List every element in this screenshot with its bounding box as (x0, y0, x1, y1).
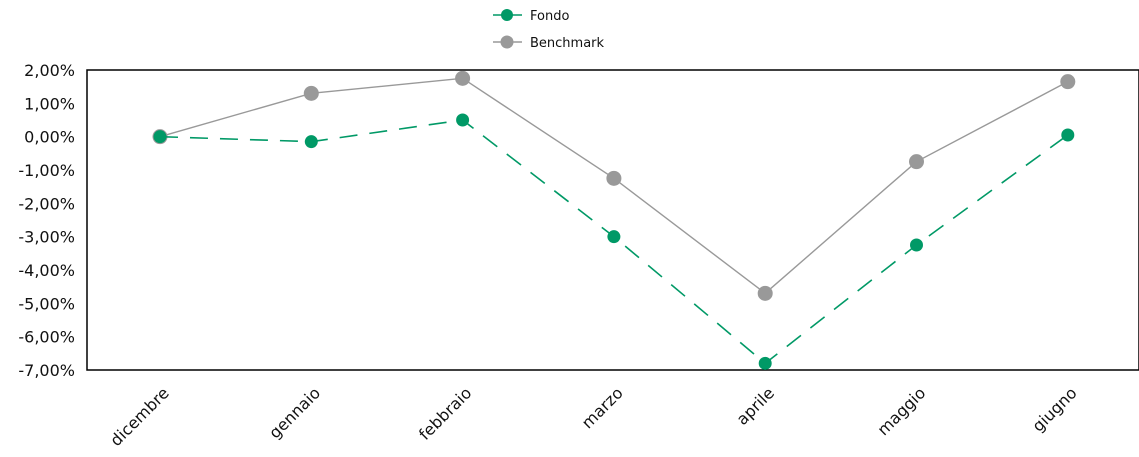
series-benchmark (152, 70, 1076, 301)
y-axis-ticks: 2,00% 1,00% 0,00% -1,00% -2,00% -3,00% -4,00% -… (18, 61, 75, 380)
legend-swatch-marker-benchmark (500, 35, 514, 49)
data-point-fondo (758, 356, 772, 370)
x-tick-label: giugno (1028, 383, 1080, 435)
data-point-fondo (304, 135, 318, 149)
legend-label-benchmark: Benchmark (530, 36, 605, 51)
y-tick-label: 1,00% (24, 94, 75, 113)
data-point-benchmark (303, 85, 319, 101)
x-tick-label: gennaio (265, 383, 324, 442)
y-tick-label: 0,00% (24, 128, 75, 147)
data-point-benchmark (757, 285, 773, 301)
y-tick-label: -5,00% (18, 294, 75, 313)
legend-entry-benchmark: Benchmark (493, 35, 605, 51)
y-tick-label: -7,00% (18, 361, 75, 380)
y-tick-label: -3,00% (18, 228, 75, 247)
x-tick-label: maggio (874, 383, 930, 439)
x-tick-label: dicembre (106, 383, 173, 450)
legend-entry-fondo: Fondo (493, 9, 569, 24)
x-tick-label: marzo (578, 383, 627, 432)
data-point-benchmark (455, 70, 471, 86)
y-tick-label: 2,00% (24, 61, 75, 80)
plot-area (86, 69, 1139, 371)
x-axis-ticks: dicembre gennaio febbraio marzo aprile maggio… (106, 383, 1080, 450)
series-fondo (153, 113, 1075, 370)
data-point-fondo (1061, 128, 1075, 142)
x-tick-label: aprile (733, 383, 778, 428)
data-point-fondo (153, 130, 167, 144)
legend: Fondo Benchmark (493, 9, 605, 51)
y-tick-label: -1,00% (18, 161, 75, 180)
legend-swatch-marker-fondo (501, 9, 513, 21)
y-tick-label: -6,00% (18, 328, 75, 347)
data-point-benchmark (1060, 74, 1076, 90)
data-point-fondo (910, 238, 923, 252)
x-tick-label: febbraio (415, 383, 475, 443)
data-point-fondo (456, 113, 470, 127)
data-point-fondo (607, 230, 621, 244)
plot-frame (86, 69, 1139, 371)
y-tick-label: -2,00% (18, 194, 75, 213)
data-point-benchmark (606, 170, 622, 186)
data-point-benchmark (909, 154, 924, 170)
y-tick-label: -4,00% (18, 261, 75, 280)
legend-label-fondo: Fondo (530, 9, 569, 24)
series-line-benchmark (159, 77, 1069, 295)
